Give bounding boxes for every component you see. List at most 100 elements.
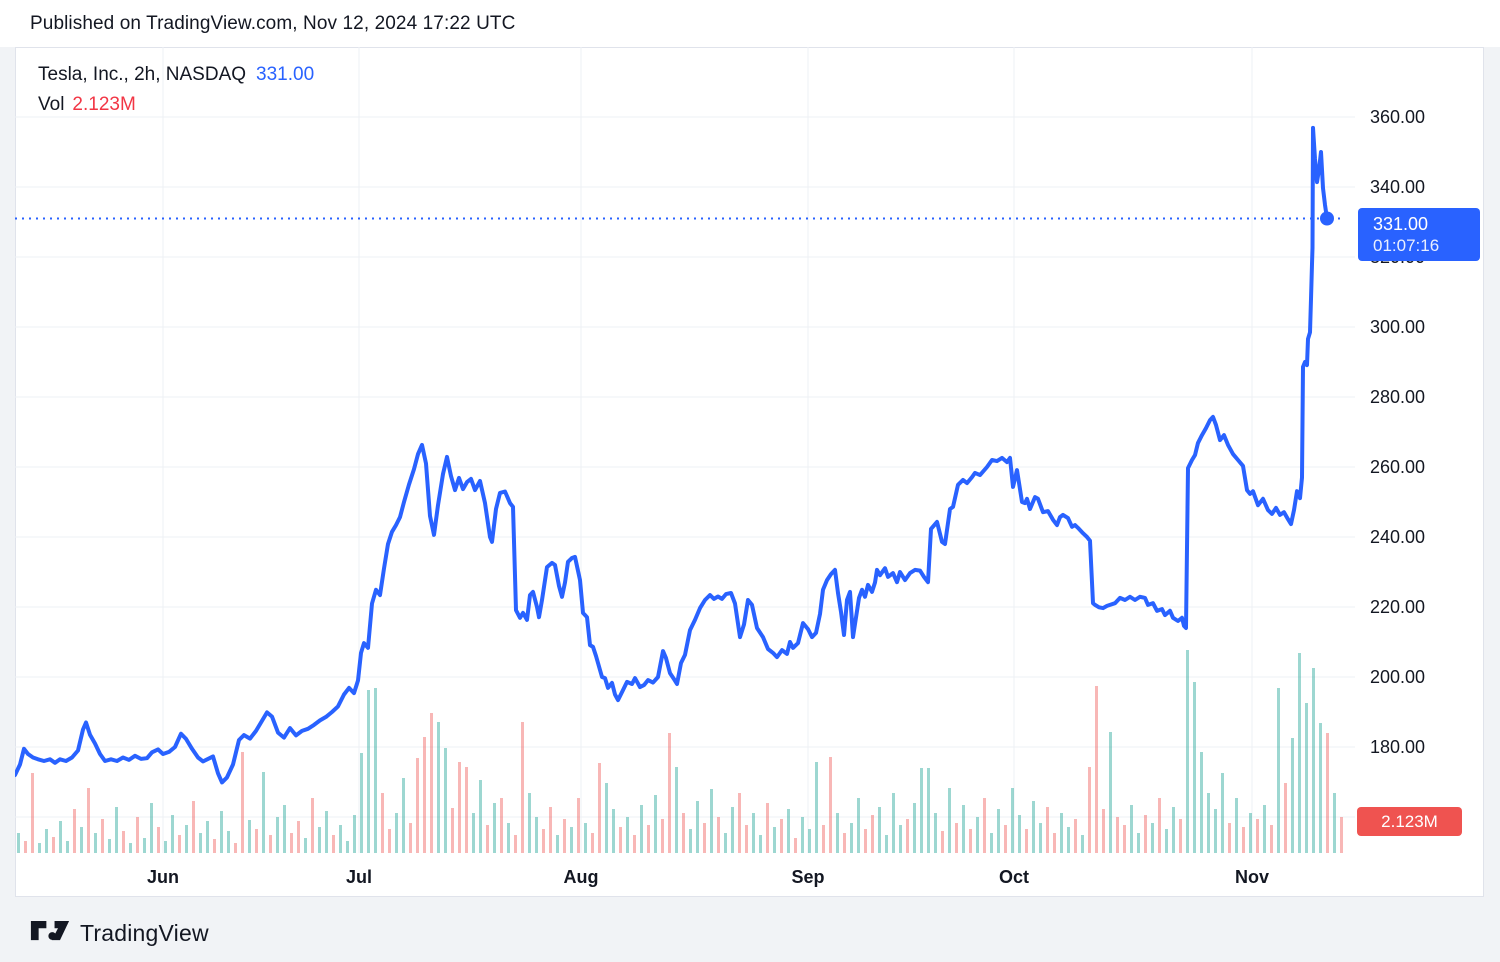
volume-bar (1102, 809, 1105, 853)
volume-bar (1207, 793, 1210, 853)
volume-bar (129, 843, 132, 853)
symbol-title[interactable]: Tesla, Inc., 2h, NASDAQ (38, 64, 247, 85)
time-axis-label: Jun (147, 867, 179, 887)
time-axis-label: Aug (564, 867, 599, 887)
volume-bar (815, 762, 818, 853)
volume-badge-text: 2.123M (1381, 812, 1438, 831)
volume-bar (1095, 686, 1098, 853)
volume-bar (836, 813, 839, 853)
volume-bar (199, 833, 202, 853)
last-price-badge: 331.00 01:07:16 (1358, 208, 1480, 261)
volume-bar (304, 838, 307, 853)
tradingview-mark-icon (30, 918, 70, 949)
volume-bar (185, 825, 188, 853)
volume-bar (528, 793, 531, 853)
volume-bar (696, 801, 699, 853)
volume-bar (115, 807, 118, 853)
volume-bar (80, 827, 83, 853)
time-axis-label: Sep (791, 867, 824, 887)
volume-bar (731, 807, 734, 853)
volume-bar (745, 825, 748, 853)
volume-bar (1193, 682, 1196, 853)
volume-bar (948, 788, 951, 853)
volume-bar (1263, 805, 1266, 853)
volume-bar (206, 821, 209, 853)
volume-bar (878, 807, 881, 853)
price-line (15, 125, 1329, 785)
volume-bar (549, 807, 552, 853)
price-axis-label: 300.00 (1370, 317, 1425, 337)
volume-bar (1326, 733, 1329, 853)
volume-bar (297, 821, 300, 853)
volume-bar (738, 793, 741, 853)
volume-bar (1067, 827, 1070, 853)
volume-bar (976, 817, 979, 853)
volume-bar (633, 835, 636, 853)
volume-bar (766, 803, 769, 853)
volume-bar (759, 835, 762, 853)
volume-bar (1137, 833, 1140, 853)
volume-bar (1144, 815, 1147, 853)
volume-bar (542, 829, 545, 853)
volume-bar (1235, 798, 1238, 853)
volume-bar (787, 809, 790, 853)
volume-bar (927, 768, 930, 853)
volume-bar (969, 829, 972, 853)
volume-bar (1060, 813, 1063, 853)
volume-bar (997, 809, 1000, 853)
volume-bar (423, 737, 426, 853)
volume-bar (962, 805, 965, 853)
volume-bar (458, 762, 461, 853)
volume-bar (493, 803, 496, 853)
volume-bar (1312, 668, 1315, 853)
volume-bar (269, 835, 272, 853)
volume-bar (829, 757, 832, 853)
last-price-dot (1320, 211, 1334, 226)
volume-bar (388, 829, 391, 853)
volume-bar (444, 748, 447, 853)
volume-bar (906, 819, 909, 853)
volume-bar (143, 838, 146, 853)
volume-bar (598, 763, 601, 853)
volume-bar (724, 833, 727, 853)
time-axis-label: Nov (1235, 867, 1269, 887)
volume-bar (164, 841, 167, 853)
volume-bar (934, 813, 937, 853)
volume-bar (52, 837, 55, 853)
volume-value-badge: 2.123M (1357, 807, 1462, 836)
volume-bar (1004, 825, 1007, 853)
volume-bar (227, 831, 230, 853)
legend-last-price: 331.00 (256, 64, 315, 85)
volume-bar (213, 839, 216, 853)
volume-bar (899, 825, 902, 853)
volume-bar (780, 819, 783, 853)
price-axis-label: 360.00 (1370, 107, 1425, 127)
volume-bar (94, 833, 97, 853)
price-axis-label: 260.00 (1370, 457, 1425, 477)
volume-bar (871, 815, 874, 853)
volume-bar (1249, 813, 1252, 853)
volume-bar (675, 767, 678, 853)
tradingview-logo-link[interactable]: TradingView (30, 913, 209, 953)
volume-bar (584, 823, 587, 853)
volume-bar (1340, 817, 1343, 853)
volume-bar (171, 815, 174, 853)
volume-bar (332, 835, 335, 853)
volume-bar (864, 829, 867, 853)
volume-bar (1200, 752, 1203, 853)
volume-bar (1165, 829, 1168, 853)
volume-bar (241, 752, 244, 853)
chart-canvas[interactable]: 360.00340.00320.00300.00280.00260.00240.… (15, 47, 1484, 897)
legend-volume-value: 2.123M (72, 94, 136, 115)
volume-bar (402, 778, 405, 853)
header-strip: Published on TradingView.com, Nov 12, 20… (0, 0, 1500, 47)
volume-label[interactable]: Vol (38, 94, 65, 115)
volume-bar (45, 829, 48, 853)
volume-bar (486, 825, 489, 853)
volume-bar (822, 825, 825, 853)
volume-bar (1305, 703, 1308, 853)
price-axis-label: 200.00 (1370, 667, 1425, 687)
volume-bar (1319, 723, 1322, 853)
badge-countdown: 01:07:16 (1373, 236, 1440, 255)
volume-bar (59, 821, 62, 853)
